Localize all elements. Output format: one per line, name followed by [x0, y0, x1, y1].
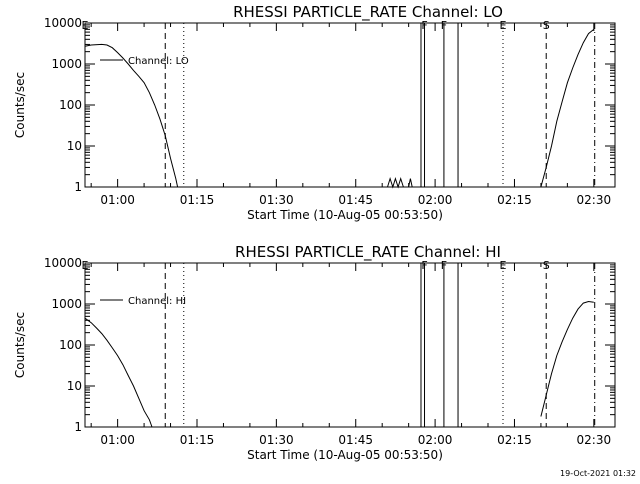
event-marker-label: F [421, 259, 427, 272]
event-marker-label: E [82, 19, 89, 32]
series-line [84, 43, 179, 188]
y-tick-label: 10 [67, 379, 82, 393]
event-marker-label: S [543, 259, 550, 272]
event-marker-label: S [543, 19, 550, 32]
x-tick-label: 01:30 [259, 433, 294, 447]
event-marker-label: F [441, 259, 447, 272]
chart-title: RHESSI PARTICLE_RATE Channel: HI [235, 243, 501, 262]
y-tick-label: 100 [59, 338, 82, 352]
x-tick-label: 01:15 [180, 193, 215, 207]
x-tick-label: 01:15 [180, 433, 215, 447]
series-line [84, 317, 153, 428]
y-tick-label: 1 [74, 420, 82, 434]
y-tick-label: 10000 [44, 256, 82, 270]
series-line [387, 176, 413, 189]
y-tick-label: 1000 [51, 57, 82, 71]
legend-label: Channel: HI [128, 296, 186, 307]
event-marker-label: E [82, 259, 89, 272]
x-tick-label: 01:45 [338, 433, 373, 447]
series-line [540, 29, 595, 188]
y-axis-label: Counts/sec [13, 312, 27, 378]
x-tick-label: 02:30 [577, 193, 612, 207]
y-tick-label: 1000 [51, 297, 82, 311]
legend-label: Channel: LO [128, 56, 189, 67]
y-tick-label: 100 [59, 98, 82, 112]
event-marker-label: F [441, 19, 447, 32]
event-marker-label: E [500, 259, 507, 272]
y-tick-label: 1 [74, 180, 82, 194]
event-marker-label: E [500, 19, 507, 32]
x-tick-label: 02:00 [418, 433, 453, 447]
x-tick-label: 02:00 [418, 193, 453, 207]
x-tick-label: 02:30 [577, 433, 612, 447]
plot-frame [84, 22, 616, 188]
footer-timestamp: 19-Oct-2021 01:32 [560, 469, 636, 478]
x-axis-label: Start Time (10-Aug-05 00:53:50) [247, 448, 443, 462]
x-tick-label: 01:00 [100, 433, 135, 447]
x-tick-label: 02:15 [497, 433, 532, 447]
x-tick-label: 02:15 [497, 193, 532, 207]
y-axis-label: Counts/sec [13, 72, 27, 138]
chart-title: RHESSI PARTICLE_RATE Channel: LO [233, 3, 503, 22]
x-axis-label: Start Time (10-Aug-05 00:53:50) [247, 208, 443, 222]
y-tick-label: 10 [67, 139, 82, 153]
x-tick-label: 01:00 [100, 193, 135, 207]
event-marker-label: F [421, 19, 427, 32]
x-tick-label: 01:45 [338, 193, 373, 207]
plot-frame [84, 262, 616, 428]
chart-panel-lo: RHESSI PARTICLE_RATE Channel: LO 1 10 100 10… [13, 3, 616, 222]
y-tick-label: 10000 [44, 16, 82, 30]
chart-panel-hi: RHESSI PARTICLE_RATE Channel: HI 1 10 100 10… [13, 243, 616, 462]
series-line [540, 300, 594, 417]
x-tick-label: 01:30 [259, 193, 294, 207]
